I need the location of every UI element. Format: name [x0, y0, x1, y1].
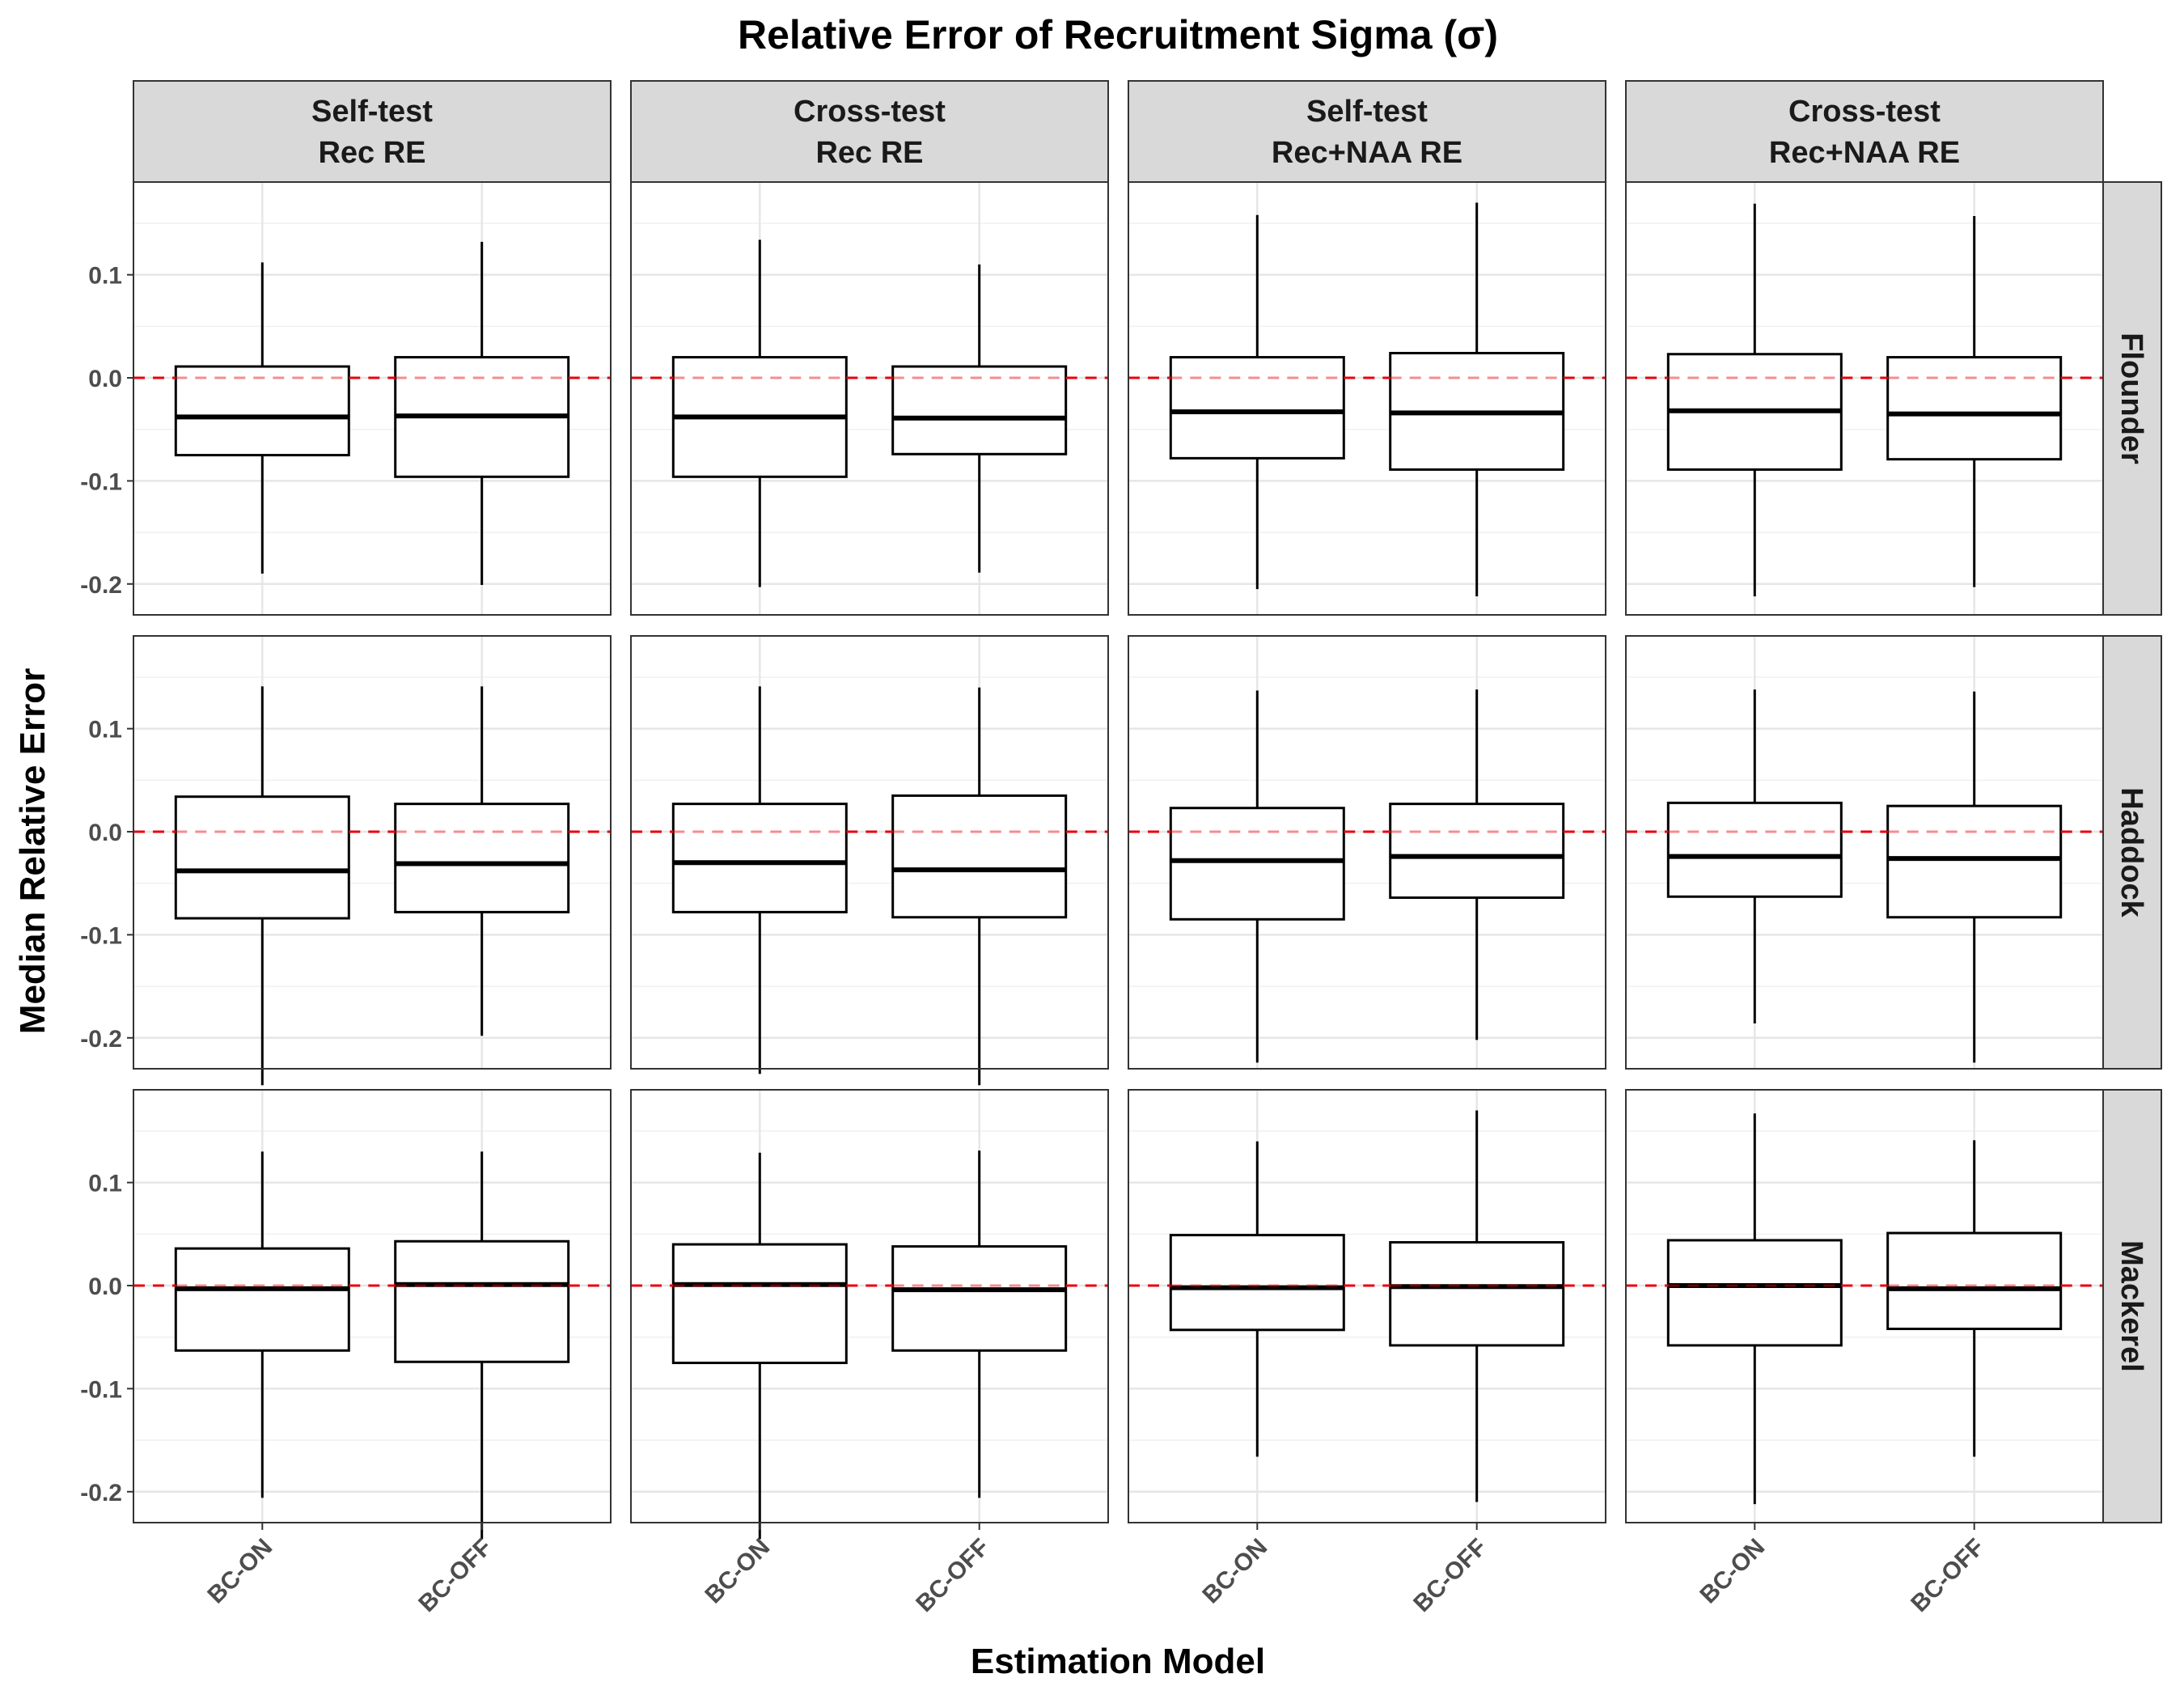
panel [630, 635, 1109, 1086]
y-tick-label: 0.1 [88, 263, 122, 290]
panel [1625, 181, 2104, 616]
x-tick-label: BC-OFF [1408, 1534, 1492, 1617]
box [174, 1247, 350, 1352]
box [1389, 1241, 1565, 1347]
y-tick-label: 0.0 [88, 366, 122, 392]
box [1666, 1239, 1843, 1347]
box [174, 795, 350, 920]
box [394, 803, 570, 913]
panel [133, 1089, 612, 1540]
x-tick-label: BC-ON [202, 1534, 277, 1609]
x-tick-label: BC-OFF [911, 1534, 994, 1617]
panel [1128, 181, 1606, 616]
column-strip [133, 80, 612, 183]
x-tick-label: BC-ON [1197, 1534, 1272, 1609]
column-strip-label-line2: Rec RE [815, 136, 923, 170]
panel-border [1625, 635, 2104, 1070]
panel [630, 1089, 1109, 1540]
row-strip [2102, 1089, 2162, 1523]
y-tick-label: -0.2 [80, 572, 122, 599]
column-strip-label-line1: Cross-test [794, 95, 946, 129]
column-strip [1625, 80, 2104, 183]
column-strip-label-line1: Self-test [1306, 95, 1428, 129]
x-tick-label: BC-OFF [413, 1534, 497, 1617]
y-axis-title: Median Relative Error [13, 668, 53, 1034]
box [1389, 803, 1565, 900]
x-tick-label: BC-ON [1695, 1534, 1770, 1609]
x-tick-label: BC-OFF [1906, 1534, 1989, 1617]
panel-border [1625, 181, 2104, 616]
row-strip [2102, 181, 2162, 616]
box [1666, 801, 1843, 898]
box [1886, 1231, 2063, 1331]
panel-border [1128, 1089, 1606, 1523]
panel-border [630, 635, 1109, 1070]
panel [133, 181, 612, 616]
column-strip-label-line2: Rec+NAA RE [1769, 136, 1960, 170]
x-tick-label: BC-ON [700, 1534, 775, 1609]
box [174, 365, 350, 457]
box [1169, 356, 1345, 460]
row-strip-label: Haddock [2114, 787, 2148, 917]
panel [630, 181, 1109, 616]
panel [1625, 635, 2104, 1070]
panel-grid: Self-test Rec RE Cross-test Rec RE Self-test… [80, 80, 2162, 1617]
panel [1128, 1089, 1606, 1523]
y-tick-label: 0.1 [88, 1171, 122, 1197]
y-tick-label: -0.1 [80, 1376, 122, 1403]
panel-border [133, 181, 612, 616]
box [1886, 804, 2063, 919]
column-strip [630, 80, 1109, 183]
panel-border [1128, 635, 1606, 1070]
box [1169, 807, 1345, 921]
box [394, 1239, 570, 1363]
box [671, 1243, 848, 1365]
panel [133, 635, 612, 1086]
row-strip-label: Flounder [2114, 333, 2148, 464]
panel [1625, 1089, 2104, 1523]
box [891, 365, 1068, 455]
panel [1128, 635, 1606, 1070]
panel-border [630, 181, 1109, 616]
column-strip-label-line2: Rec RE [318, 136, 425, 170]
y-tick-label: -0.2 [80, 1480, 122, 1506]
box [1169, 1234, 1345, 1332]
panel-border [630, 1089, 1109, 1523]
y-tick-label: -0.1 [80, 468, 122, 495]
column-strip-label-line2: Rec+NAA RE [1272, 136, 1462, 170]
box [891, 1245, 1068, 1352]
y-tick-label: 0.0 [88, 820, 122, 846]
y-tick-label: -0.1 [80, 922, 122, 949]
panel-border [133, 635, 612, 1070]
box [671, 803, 848, 913]
box [1886, 356, 2063, 461]
y-tick-label: 0.1 [88, 717, 122, 744]
column-strip [1128, 80, 1606, 183]
column-strip-label-line1: Self-test [311, 95, 433, 129]
x-axis-title: Estimation Model [971, 1642, 1265, 1681]
box [891, 794, 1068, 919]
row-strip-label: Mackerel [2114, 1240, 2148, 1372]
panel-border [1128, 181, 1606, 616]
chart-title: Relative Error of Recruitment Sigma (σ) [738, 12, 1498, 57]
column-strip-label-line1: Cross-test [1788, 95, 1941, 129]
panel-border [1625, 1089, 2104, 1523]
y-tick-label: -0.2 [80, 1026, 122, 1053]
y-tick-label: 0.0 [88, 1273, 122, 1300]
panel-border [133, 1089, 612, 1523]
